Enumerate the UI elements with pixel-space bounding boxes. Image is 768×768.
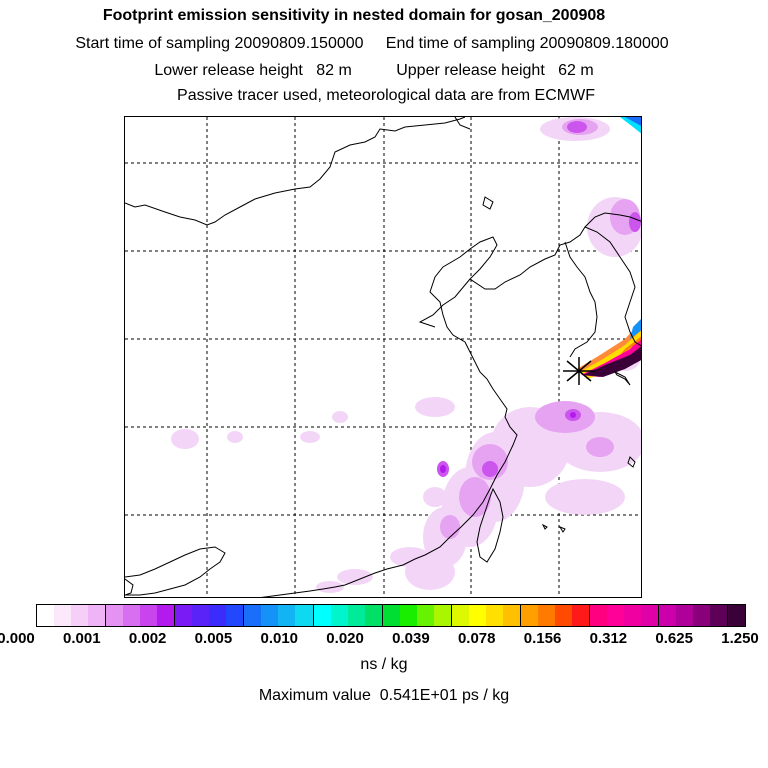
colorbar-tick-label: 1.250	[721, 630, 759, 647]
colorbar-segment	[243, 605, 262, 626]
colorbar-segment	[658, 605, 677, 626]
colorbar-segment	[676, 605, 694, 626]
colorbar-segment	[347, 605, 365, 626]
colorbar-segment	[312, 605, 331, 626]
colorbar-segment	[157, 605, 175, 626]
coastlines	[125, 117, 641, 597]
colorbar-segment	[54, 605, 72, 626]
colorbar-tick-label: 0.312	[589, 630, 628, 647]
colorbar-tick-label: 0.002	[128, 630, 167, 647]
colorbar-tick-label: 0.001	[63, 630, 101, 647]
colorbar-segment	[624, 605, 642, 626]
colorbar-segment	[485, 605, 503, 626]
footprint-map	[124, 116, 642, 598]
map-canvas	[125, 117, 641, 597]
colorbar-segment	[641, 605, 659, 626]
colorbar-tick-label: 0.010	[260, 630, 299, 647]
colorbar-segment	[571, 605, 589, 626]
colorbar-segment	[364, 605, 382, 626]
colorbar-segment	[37, 605, 55, 626]
colorbar-segment	[88, 605, 106, 626]
colorbar-segment	[140, 605, 158, 626]
colorbar-segment	[727, 605, 746, 626]
tracer-info-line: Passive tracer used, meteorological data…	[177, 87, 595, 104]
map-gridlines	[125, 117, 641, 597]
colorbar-tick-label: 0.000	[0, 630, 35, 647]
colorbar-tick-label: 0.020	[326, 630, 364, 647]
colorbar-segment	[123, 605, 141, 626]
maximum-value-label: Maximum value 0.541E+01 ps / kg	[258, 687, 510, 704]
colorbar-segment	[330, 605, 348, 626]
sensitivity-field	[171, 117, 641, 593]
colorbar-tick-label: 0.039	[392, 630, 430, 647]
colorbar-segment	[589, 605, 608, 626]
plot-title: Footprint emission sensitivity in nested…	[102, 7, 606, 24]
colorbar-segment	[399, 605, 417, 626]
colorbar-segment	[295, 605, 313, 626]
colorbar-segment	[468, 605, 486, 626]
colorbar-unit: ns / kg	[360, 656, 408, 673]
colorbar-segment	[416, 605, 434, 626]
release-height-line: Lower release height 82 m Upper release …	[154, 62, 594, 79]
colorbar-segment	[71, 605, 89, 626]
colorbar-segment	[450, 605, 469, 626]
colorbar-tick-label: 0.005	[194, 630, 233, 647]
sampling-time-line: Start time of sampling 20090809.150000 E…	[75, 35, 669, 52]
colorbar-segment	[209, 605, 227, 626]
colorbar-tick-label: 0.078	[457, 630, 496, 647]
colorbar-segment	[226, 605, 244, 626]
colorbar-segment	[105, 605, 124, 626]
colorbar-segment	[537, 605, 555, 626]
colorbar-segment	[502, 605, 520, 626]
colorbar-segment	[554, 605, 572, 626]
colorbar-segment	[693, 605, 711, 626]
colorbar-segment	[192, 605, 210, 626]
colorbar-segment	[519, 605, 538, 626]
colorbar-tick-label: 0.156	[523, 630, 562, 647]
release-point-marker	[563, 357, 595, 385]
colorbar-segment	[710, 605, 728, 626]
colorbar-segment	[261, 605, 279, 626]
colorbar-segment	[381, 605, 400, 626]
colorbar	[36, 604, 746, 627]
colorbar-segment	[433, 605, 451, 626]
colorbar-tick-label: 0.625	[655, 630, 693, 647]
colorbar-segment	[278, 605, 296, 626]
colorbar-segment	[174, 605, 193, 626]
colorbar-segment	[607, 605, 625, 626]
